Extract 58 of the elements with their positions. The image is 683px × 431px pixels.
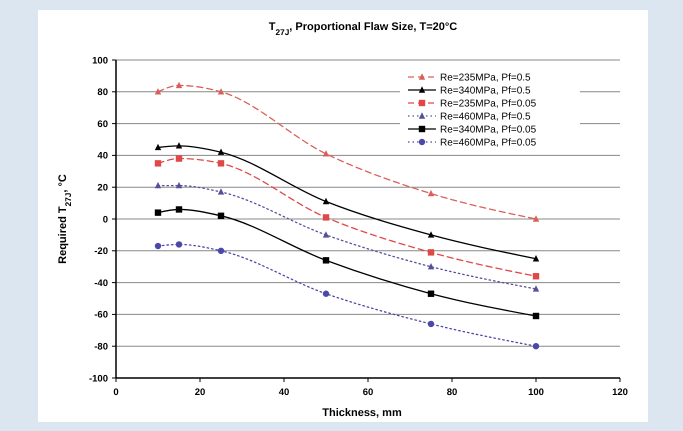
y-tick-label: 60 <box>97 118 108 130</box>
y-tick-label: -80 <box>94 342 108 353</box>
legend-label: Re=235MPa, Pf=0.5 <box>440 72 532 84</box>
point <box>218 160 224 167</box>
point <box>428 231 434 238</box>
point <box>322 231 330 238</box>
y-tick-label: 80 <box>97 87 108 98</box>
legend-label: Re=235MPa, Pf=0.05 <box>440 98 537 110</box>
point <box>218 88 224 94</box>
x-tick-label: 80 <box>446 387 458 398</box>
x-axis-title: Thickness, mm <box>322 407 402 419</box>
point <box>176 82 182 88</box>
point <box>322 214 330 221</box>
point <box>322 290 330 297</box>
legend-label: Re=460MPa, Pf=0.5 <box>440 112 532 122</box>
point <box>218 212 224 220</box>
point <box>322 150 330 157</box>
point <box>176 241 182 248</box>
point <box>176 182 182 188</box>
legend-label: Re=340MPa, Pf=0.05 <box>440 124 537 136</box>
y-tick-label: -100 <box>88 373 108 384</box>
point <box>532 273 540 280</box>
y-tick-label: -60 <box>94 310 108 321</box>
point <box>428 320 434 328</box>
point <box>176 155 182 162</box>
point <box>428 263 434 270</box>
x-tick-label: 20 <box>194 387 206 398</box>
point <box>154 209 162 216</box>
point <box>154 88 162 94</box>
point <box>176 142 182 149</box>
point <box>428 290 434 297</box>
point <box>428 190 434 196</box>
point <box>322 257 330 264</box>
point <box>532 343 540 350</box>
point <box>154 160 162 167</box>
y-tick-label: 0 <box>102 214 108 226</box>
point <box>218 148 224 155</box>
y-tick-label: 20 <box>97 182 108 194</box>
y-tick-label: 100 <box>92 55 108 66</box>
point <box>154 242 162 250</box>
point <box>532 285 540 292</box>
point <box>532 255 540 262</box>
point <box>218 188 224 195</box>
y-tick-label: 40 <box>97 150 108 162</box>
x-tick-label: 100 <box>528 387 544 398</box>
point <box>154 144 162 150</box>
legend-label: Re=460MPa, Pf=0.05 <box>440 138 537 148</box>
x-tick-label: 60 <box>362 387 374 398</box>
point <box>218 248 224 254</box>
chart-title: T$_{27J}$, Proportional Flaw Size, T=20°C <box>268 21 458 36</box>
y-tick-label: -40 <box>94 278 108 289</box>
legend-label: Re=340MPa, Pf=0.5 <box>440 86 532 96</box>
y-tick-label: -20 <box>94 246 108 258</box>
x-tick-label: 120 <box>612 387 628 398</box>
x-tick-label: 40 <box>278 387 290 398</box>
point <box>154 182 162 188</box>
x-tick-label: 0 <box>113 387 119 398</box>
point <box>428 249 434 256</box>
